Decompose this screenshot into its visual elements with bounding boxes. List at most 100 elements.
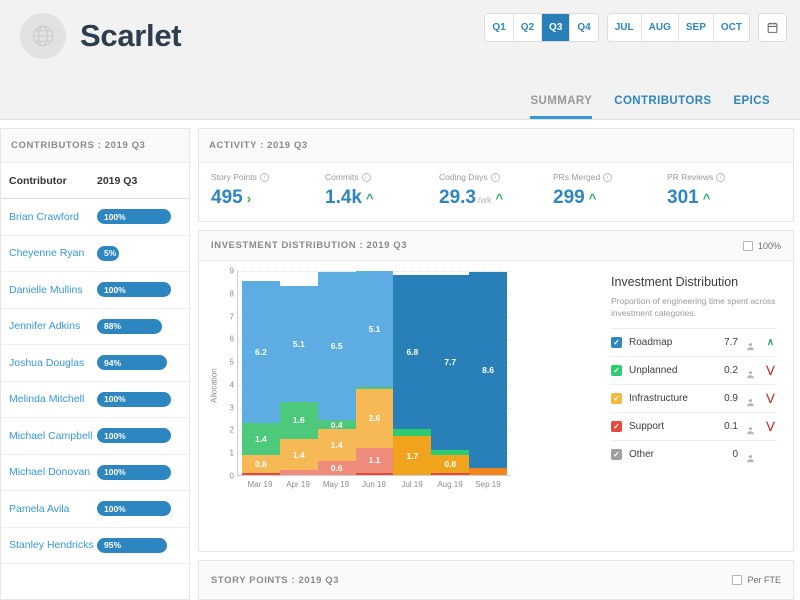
- bar-segment[interactable]: [355, 472, 394, 475]
- person-icon: [746, 366, 755, 378]
- legend-item[interactable]: ✓ Infrastructure 0.9 ⋁: [611, 383, 777, 412]
- legend-item[interactable]: ✓ Unplanned 0.2 ⋁: [611, 355, 777, 384]
- contributor-name[interactable]: Danielle Mullins: [9, 283, 83, 296]
- month-button-sep[interactable]: SEP: [678, 14, 714, 41]
- month-selector[interactable]: JUL AUG SEP OCT: [607, 14, 749, 41]
- kpi-coding-days[interactable]: Coding Days i 29.3 /wk ^: [439, 172, 553, 209]
- bar-column[interactable]: 6.2 1.4 0.8: [242, 271, 280, 475]
- contributor-bar-cell: 5%: [97, 245, 183, 261]
- bar-segment[interactable]: 6.2: [242, 281, 280, 423]
- quarter-button-q1[interactable]: Q1: [485, 14, 514, 41]
- bar-segment[interactable]: 1.4: [279, 438, 318, 471]
- legend-checkbox-icon[interactable]: ✓: [611, 448, 622, 460]
- legend-checkbox-icon[interactable]: ✓: [611, 420, 622, 432]
- kpi-label-text: Commits: [325, 172, 359, 182]
- tab-contributors[interactable]: CONTRIBUTORS: [614, 95, 712, 107]
- quarter-button-q3[interactable]: Q3: [542, 14, 571, 41]
- info-icon[interactable]: i: [259, 172, 269, 182]
- bar-column[interactable]: 7.7 0.8: [431, 271, 470, 475]
- bar-segment[interactable]: 0.8: [431, 454, 470, 473]
- bar-segment[interactable]: 5.1: [355, 271, 394, 387]
- quarter-button-q2[interactable]: Q2: [513, 14, 543, 41]
- bar-segment[interactable]: [431, 449, 470, 455]
- bar-segment[interactable]: 1.1: [355, 447, 394, 473]
- bar-segment[interactable]: 0.8: [242, 454, 280, 473]
- legend-checkbox-icon[interactable]: ✓: [611, 364, 622, 376]
- contributor-name[interactable]: Michael Campbell: [9, 429, 93, 442]
- tab-epics[interactable]: EPICS: [733, 95, 770, 107]
- bar-column[interactable]: 5.1 1.6 1.4: [279, 271, 318, 475]
- info-icon[interactable]: i: [490, 172, 500, 182]
- contributor-name[interactable]: Stanley Hendricks: [9, 539, 94, 552]
- table-row[interactable]: Danielle Mullins 100%: [1, 272, 189, 309]
- checkbox-icon[interactable]: [742, 240, 753, 251]
- bar-segment[interactable]: 1.4: [242, 422, 280, 455]
- bar-segment[interactable]: [242, 472, 280, 475]
- x-tick-label: Mar 19: [247, 480, 273, 489]
- bar-segment[interactable]: 0.6: [317, 461, 356, 475]
- bar-column[interactable]: 6.5 0.4 1.4 0.6: [317, 271, 356, 475]
- month-button-oct[interactable]: OCT: [713, 14, 749, 41]
- legend-item[interactable]: ✓ Support 0.1 ⋁: [611, 411, 777, 440]
- bar-segment[interactable]: 5.1: [279, 285, 318, 403]
- bar-segment[interactable]: 6.8: [393, 274, 432, 430]
- legend-checkbox-icon[interactable]: ✓: [611, 336, 622, 348]
- contributor-name[interactable]: Jennifer Adkins: [9, 320, 81, 333]
- bar-segment[interactable]: 7.7: [431, 274, 470, 450]
- calendar-icon[interactable]: [759, 14, 786, 41]
- table-row[interactable]: Cheyenne Ryan 5%: [1, 236, 189, 272]
- contributor-name[interactable]: Brian Crawford: [9, 210, 80, 223]
- bar-segment[interactable]: [279, 470, 318, 475]
- table-row[interactable]: Stanley Hendricks 95%: [1, 528, 189, 564]
- bar-segment[interactable]: [469, 468, 508, 475]
- contributor-name[interactable]: Michael Donovan: [9, 466, 91, 479]
- kpi-pr-reviews[interactable]: PR Reviews i 301 ^: [667, 172, 781, 209]
- contributor-name[interactable]: Joshua Douglas: [9, 356, 85, 369]
- kpi-story-points[interactable]: Story Points i 495 ›: [211, 172, 325, 209]
- checkbox-icon[interactable]: [732, 575, 743, 585]
- table-row[interactable]: Michael Campbell 100%: [1, 418, 189, 455]
- quarter-button-q4[interactable]: Q4: [570, 14, 598, 41]
- info-icon[interactable]: i: [361, 172, 371, 182]
- table-row[interactable]: Brian Crawford 100%: [1, 199, 189, 236]
- legend-item[interactable]: ✓ Other 0: [611, 439, 777, 468]
- contributor-bar-cell: 100%: [97, 464, 183, 480]
- legend-checkbox-icon[interactable]: ✓: [611, 392, 622, 404]
- month-button-aug[interactable]: AUG: [641, 14, 679, 41]
- kpi-prs-merged[interactable]: PRs Merged i 299 ^: [553, 172, 667, 209]
- bar-column[interactable]: 6.8 1.7: [393, 271, 432, 475]
- contributor-name[interactable]: Cheyenne Ryan: [9, 247, 85, 260]
- kpi-commits[interactable]: Commits i 1.4k ^: [325, 172, 439, 209]
- table-row[interactable]: Michael Donovan 100%: [1, 455, 189, 491]
- bar-segment[interactable]: [431, 472, 470, 475]
- bar-segment[interactable]: [355, 386, 394, 389]
- table-row[interactable]: Pamela Avila 100%: [1, 491, 189, 528]
- month-button-jul[interactable]: JUL: [607, 14, 642, 41]
- percent-toggle[interactable]: 100%: [742, 240, 781, 251]
- contributor-name[interactable]: Pamela Avila: [9, 502, 70, 515]
- chart-legend: Investment Distribution Proportion of en…: [597, 271, 785, 547]
- bar-segment[interactable]: [393, 429, 432, 437]
- quarter-selector[interactable]: Q1 Q2 Q3 Q4: [485, 14, 598, 41]
- bar-segment[interactable]: 1.4: [317, 429, 356, 462]
- person-icon: [746, 338, 755, 350]
- table-row[interactable]: Melinda Mitchell 100%: [1, 382, 189, 418]
- bar-segment[interactable]: 1.6: [279, 402, 318, 439]
- info-icon[interactable]: i: [603, 172, 613, 182]
- table-row[interactable]: Joshua Douglas 94%: [1, 345, 189, 382]
- bar-column[interactable]: 8.6: [469, 271, 508, 475]
- bar-column[interactable]: 5.1 2.6 1.1: [355, 271, 394, 475]
- bar-segment[interactable]: 2.6: [355, 388, 394, 448]
- kpi-value-text: 301: [667, 187, 699, 208]
- bar-segment[interactable]: 0.4: [317, 420, 356, 430]
- bar-segment[interactable]: 6.5: [317, 272, 356, 421]
- bar-segment[interactable]: 1.7: [393, 436, 432, 475]
- tab-summary[interactable]: SUMMARY: [530, 95, 593, 119]
- contributor-name[interactable]: Melinda Mitchell: [9, 393, 85, 406]
- table-row[interactable]: Jennifer Adkins 88%: [1, 309, 189, 345]
- investment-panel-title: INVESTMENT DISTRIBUTION : 2019 Q3: [211, 240, 408, 251]
- info-icon[interactable]: i: [716, 172, 726, 182]
- per-fte-toggle[interactable]: Per FTE: [732, 575, 781, 585]
- bar-segment[interactable]: 8.6: [469, 272, 508, 469]
- legend-item[interactable]: ✓ Roadmap 7.7 ∧: [611, 327, 777, 356]
